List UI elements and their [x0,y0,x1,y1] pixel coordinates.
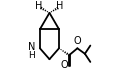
Text: O: O [74,36,81,47]
Text: H: H [35,1,43,11]
Text: H: H [56,1,64,11]
Text: N: N [28,42,35,52]
Text: H: H [28,51,35,60]
Text: O: O [61,60,68,70]
